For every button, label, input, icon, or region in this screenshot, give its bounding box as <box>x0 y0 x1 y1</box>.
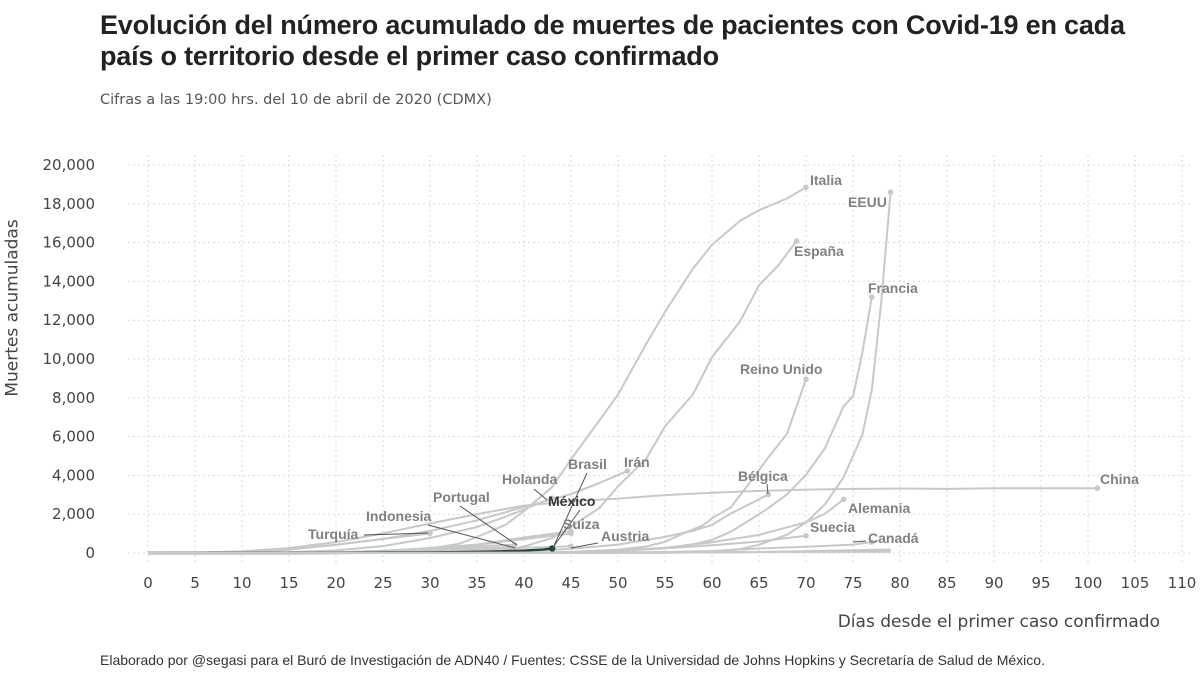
series-lines <box>147 184 1101 555</box>
leader-line-brasil <box>552 472 588 549</box>
x-tick-label: 105 <box>1121 574 1150 592</box>
series-label-canada: Canadá <box>868 530 919 546</box>
x-tick-label: 25 <box>373 574 392 592</box>
x-tick-label: 35 <box>467 574 486 592</box>
series-label-italia: Italia <box>810 172 842 188</box>
series-label-espana: España <box>794 243 844 259</box>
x-tick-label: 65 <box>749 574 768 592</box>
series-label-suiza: Suiza <box>563 516 600 532</box>
x-tick-label: 95 <box>1031 574 1050 592</box>
series-end-point-alemania <box>840 496 847 503</box>
series-label-francia: Francia <box>868 280 918 296</box>
background-series-line <box>147 548 891 554</box>
y-tick-label: 4,000 <box>52 466 95 484</box>
y-tick-label: 8,000 <box>52 389 95 407</box>
y-tick-label: 2,000 <box>52 505 95 523</box>
x-axis-ticks: 0 5 10 15 20 25 30 35 40 45 50 55 60 65 70 75 80 85 90 95 10… <box>143 574 1196 592</box>
y-tick-label: 16,000 <box>43 234 96 252</box>
series-label-reino-unido: Reino Unido <box>740 361 822 377</box>
x-tick-label: 10 <box>232 574 251 592</box>
label-leaders <box>363 472 867 549</box>
x-tick-label: 70 <box>796 574 815 592</box>
series-end-point-indonesia <box>511 544 518 550</box>
y-tick-label: 10,000 <box>43 350 96 368</box>
x-tick-label: 75 <box>843 574 862 592</box>
x-tick-label: 5 <box>190 574 200 592</box>
leader-line-canada <box>852 540 867 543</box>
series-end-point-brasil <box>568 528 574 534</box>
series-end-point-iran <box>624 468 631 474</box>
footer-credits: Elaborado por @segasi para el Buró de In… <box>100 652 1045 668</box>
x-tick-label: 45 <box>561 574 580 592</box>
leader-line-mexico <box>553 509 581 547</box>
series-label-indonesia: Indonesia <box>366 508 432 524</box>
chart-subtitle: Cifras a las 19:00 hrs. del 10 de abril … <box>100 92 492 108</box>
series-end-point-espana <box>793 238 800 244</box>
x-tick-label: 110 <box>1168 574 1197 592</box>
leader-line-turquia <box>363 532 429 536</box>
x-tick-label: 30 <box>420 574 439 592</box>
y-tick-label: 0 <box>85 544 95 562</box>
series-label-brasil: Brasil <box>568 456 607 472</box>
y-tick-label: 18,000 <box>43 195 96 213</box>
series-end-point-turquia <box>427 530 433 537</box>
series-end-point-italia <box>803 184 809 191</box>
series-end-point-francia <box>869 294 875 300</box>
series-end-point-suecia <box>803 532 809 539</box>
leader-line-austria <box>570 542 599 549</box>
series-labels: Italia EEUU España Francia Reino Unido Irán Bé… <box>308 172 1139 546</box>
y-tick-label: 6,000 <box>52 428 95 446</box>
series-label-portugal: Portugal <box>433 489 490 505</box>
x-axis-label: Días desde el primer caso confirmado <box>837 612 1160 632</box>
y-tick-label: 20,000 <box>43 156 96 174</box>
series-end-point-reino-unido <box>803 376 809 383</box>
leader-line-indonesia <box>427 524 516 549</box>
series-label-belgica: Bélgica <box>738 468 788 484</box>
leader-line-portugal <box>459 505 518 546</box>
series-label-turquia: Turquía <box>308 526 359 542</box>
series-label-holanda: Holanda <box>502 471 557 487</box>
leader-line-belgica <box>766 483 769 495</box>
x-tick-label: 0 <box>143 574 153 592</box>
x-tick-label: 40 <box>514 574 533 592</box>
series-label-iran: Irán <box>624 454 650 470</box>
series-line-china <box>147 487 1098 554</box>
chart-title: Evolución del número acumulado de muerte… <box>100 10 1125 71</box>
series-label-mexico: México <box>548 493 595 509</box>
x-tick-label: 80 <box>890 574 909 592</box>
y-tick-label: 14,000 <box>43 272 96 290</box>
x-tick-label: 15 <box>279 574 298 592</box>
series-line-espana <box>148 240 798 554</box>
series-label-alemania: Alemania <box>848 500 910 516</box>
x-tick-label: 55 <box>655 574 674 592</box>
x-tick-label: 100 <box>1074 574 1103 592</box>
series-label-suecia: Suecia <box>810 519 855 535</box>
x-tick-label: 50 <box>608 574 627 592</box>
x-tick-label: 90 <box>984 574 1003 592</box>
series-label-eeuu: EEUU <box>848 194 887 210</box>
series-end-point-china <box>1094 485 1101 492</box>
x-tick-label: 20 <box>326 574 345 592</box>
y-axis-ticks: 0 2,000 4,000 6,000 8,000 10,000 12,000 14,000 1… <box>43 156 96 562</box>
x-tick-label: 60 <box>702 574 721 592</box>
series-end-point-holanda <box>549 495 555 502</box>
y-tick-label: 12,000 <box>43 311 96 329</box>
series-end-point-austria <box>568 543 574 550</box>
leader-line-holanda <box>533 488 548 501</box>
grid-lines <box>128 155 1192 565</box>
series-end-point-eeuu <box>887 189 894 195</box>
series-label-austria: Austria <box>601 528 649 544</box>
series-end-point-canada <box>869 539 875 545</box>
series-end-point-belgica <box>765 491 772 498</box>
x-tick-label: 85 <box>937 574 956 592</box>
series-label-china: China <box>1100 471 1139 487</box>
